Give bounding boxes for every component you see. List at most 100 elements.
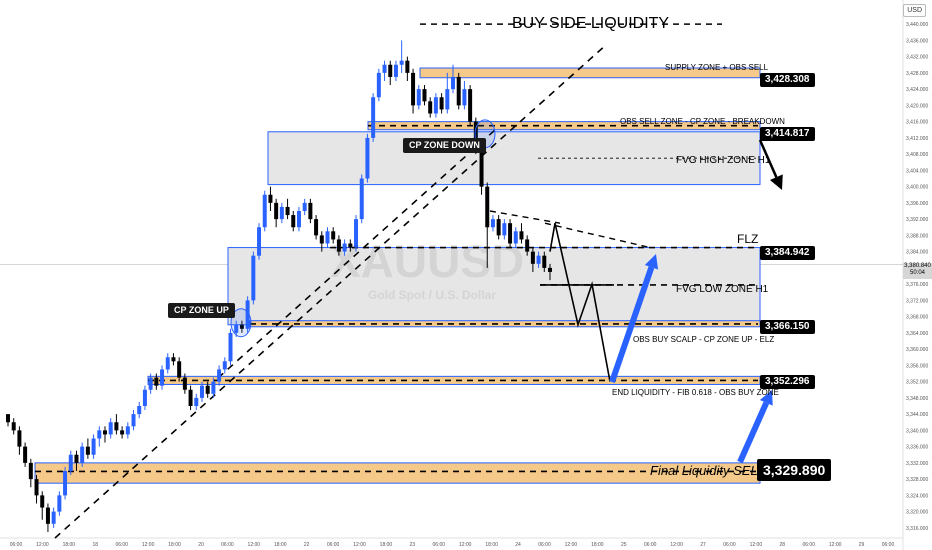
candle-body [239, 324, 244, 329]
y-tick-label: 3,320.000 [906, 510, 928, 516]
candle-body [508, 223, 513, 244]
label-obs-buy-scalp: OBS BUY SCALP - CP ZONE UP - ELZ [633, 335, 775, 344]
candle-body [519, 231, 524, 240]
x-tick-label: 23 [410, 542, 416, 548]
candle-body [422, 89, 427, 102]
candle-body [177, 361, 182, 378]
x-tick-label: 18:00 [591, 542, 604, 548]
y-tick-label: 3,384.000 [906, 250, 928, 256]
arrow-down-breakdown-head [769, 174, 783, 190]
cp-zone-up-circle [230, 308, 252, 338]
candle-body [285, 206, 290, 216]
price-tag-obs-sell: 3,414.817 [760, 127, 815, 141]
y-tick-label: 3,344.000 [906, 412, 928, 418]
candle-body [262, 194, 267, 228]
label-flz: FLZ [737, 232, 759, 246]
price-tag-flz: 3,384.942 [760, 246, 815, 260]
candle-body [11, 422, 16, 431]
candle-body [479, 146, 484, 187]
candle-body [211, 381, 216, 394]
candle-body [342, 243, 347, 252]
y-tick-label: 3,392.000 [906, 217, 928, 223]
candle-body [34, 479, 39, 496]
x-tick-label: 06:00 [115, 542, 128, 548]
y-tick-label: 3,372.000 [906, 298, 928, 304]
x-tick-label: 18:00 [485, 542, 498, 548]
arrow-up-flz-shaft [609, 266, 655, 383]
candle-body [376, 72, 381, 98]
watermark-name: Gold Spot / U.S. Dollar [368, 288, 497, 302]
x-tick-label: 12:00 [829, 542, 842, 548]
candle-body [171, 357, 176, 362]
candle-body [308, 202, 313, 220]
y-tick-label: 3,360.000 [906, 347, 928, 353]
x-tick-label: 06:00 [10, 542, 23, 548]
candle-body [91, 438, 96, 455]
candle-body [74, 454, 79, 463]
candle-body [120, 430, 125, 435]
label-fvg-low: FVG LOW ZONE H1 [676, 284, 769, 295]
candle-body [23, 446, 28, 463]
candle-body [456, 76, 461, 106]
candle-body [222, 361, 227, 370]
x-tick-label: 12:00 [670, 542, 683, 548]
candle-body [17, 430, 22, 447]
candle-body [6, 414, 10, 423]
candle-body [445, 89, 450, 110]
x-tick-label: 18:00 [380, 542, 393, 548]
y-tick-label: 3,328.000 [906, 477, 928, 483]
candle-body [148, 377, 153, 390]
y-tick-label: 3,416.000 [906, 120, 928, 126]
x-tick-label: 20 [198, 542, 204, 548]
candle-body [388, 64, 393, 77]
candle-body [51, 511, 56, 524]
candle-body [354, 219, 359, 248]
candle-body [131, 414, 136, 427]
candle-body [433, 97, 438, 114]
x-tick-label: 12:00 [459, 542, 472, 548]
y-tick-label: 3,424.000 [906, 87, 928, 93]
y-tick-label: 3,412.000 [906, 136, 928, 142]
candle-body [502, 223, 507, 236]
y-tick-label: 3,332.000 [906, 461, 928, 467]
x-tick-label: 28 [780, 542, 786, 548]
x-tick-label: 06:00 [644, 542, 657, 548]
x-tick-label: 06:00 [723, 542, 736, 548]
wedge-upper [489, 210, 561, 224]
last-price-value: 3,380.840 [904, 263, 931, 269]
fvg-low-zone [227, 247, 761, 326]
candle-body [274, 202, 279, 220]
candle-body [468, 89, 473, 122]
y-tick-label: 3,400.000 [906, 185, 928, 191]
candle-body [228, 332, 233, 362]
candle-body [257, 227, 262, 256]
candle-body [234, 324, 239, 333]
candle-body [513, 231, 518, 244]
candle-body [194, 397, 199, 406]
candle-body [348, 243, 353, 248]
candle-body [411, 72, 416, 106]
candle-body [63, 471, 68, 496]
candle-body [416, 89, 421, 106]
y-tick-label: 3,364.000 [906, 331, 928, 337]
y-tick-label: 3,440.000 [906, 22, 928, 28]
candle-body [331, 231, 336, 240]
x-tick-label: 18 [92, 542, 98, 548]
y-tick-label: 3,368.000 [906, 315, 928, 321]
candle-body [439, 97, 444, 110]
candle-body [102, 430, 107, 435]
price-tag-fvg-low: 3,366.150 [760, 320, 815, 334]
candle-body [319, 235, 324, 244]
candle-body [405, 60, 410, 73]
candle-body [371, 97, 376, 138]
candle-body [336, 239, 341, 252]
wedge-upper-ext [544, 222, 651, 249]
y-tick-label: 3,432.000 [906, 55, 928, 61]
x-tick-label: 06:00 [538, 542, 551, 548]
last-price-time: 50:04 [909, 270, 925, 276]
candle-body [382, 64, 387, 73]
y-tick-label: 3,352.000 [906, 380, 928, 386]
cp-zone-down-label: CP ZONE DOWN [403, 138, 486, 153]
price-tag-supply: 3,428.308 [760, 73, 815, 87]
